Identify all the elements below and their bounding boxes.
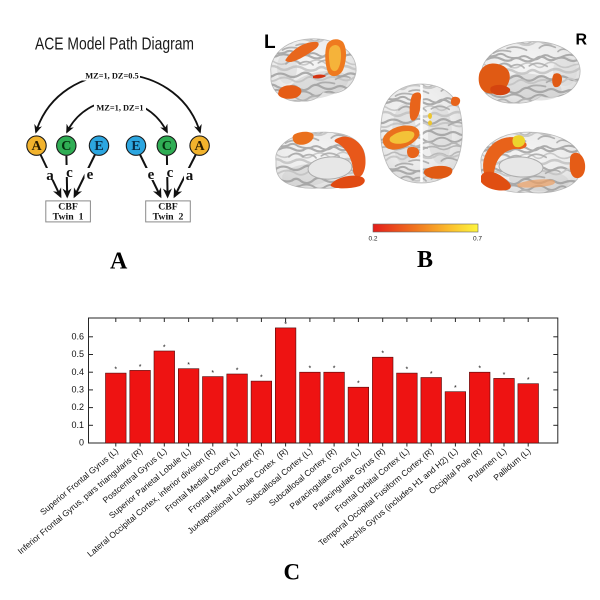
svg-text:MZ=1, DZ=0.5: MZ=1, DZ=0.5 <box>85 72 139 81</box>
svg-text:ACE Model Path Diagram: ACE Model Path Diagram <box>35 34 194 54</box>
svg-text:e: e <box>87 167 94 183</box>
svg-text:C: C <box>284 560 301 585</box>
svg-text:*: * <box>139 364 142 371</box>
svg-text:B: B <box>417 247 433 273</box>
svg-text:*: * <box>284 321 287 328</box>
svg-text:A: A <box>195 139 206 154</box>
svg-text:A: A <box>31 139 42 154</box>
svg-text:a: a <box>186 168 194 184</box>
svg-text:*: * <box>114 367 117 374</box>
svg-text:a: a <box>46 168 54 184</box>
svg-text:0: 0 <box>79 438 84 448</box>
svg-text:CBF: CBF <box>158 202 178 213</box>
svg-text:*: * <box>478 366 481 373</box>
svg-text:0.6: 0.6 <box>71 331 84 341</box>
svg-text:R: R <box>576 32 588 49</box>
svg-text:*: * <box>454 385 457 392</box>
svg-text:*: * <box>357 381 360 388</box>
svg-text:*: * <box>309 366 312 373</box>
svg-text:c: c <box>66 165 73 181</box>
svg-text:C: C <box>162 139 172 154</box>
svg-text:*: * <box>236 368 239 375</box>
svg-text:*: * <box>163 345 166 352</box>
svg-text:*: * <box>527 377 530 384</box>
svg-text:C: C <box>61 139 71 154</box>
svg-text:*: * <box>260 375 263 382</box>
svg-text:0.5: 0.5 <box>71 349 84 359</box>
svg-text:CBF: CBF <box>58 202 78 213</box>
svg-text:A: A <box>110 249 128 275</box>
svg-text:*: * <box>333 366 336 373</box>
svg-text:*: * <box>406 367 409 374</box>
svg-text:*: * <box>381 351 384 358</box>
svg-text:e: e <box>148 167 155 183</box>
svg-text:c: c <box>167 165 174 181</box>
svg-text:0.4: 0.4 <box>71 367 84 377</box>
svg-text:0.2: 0.2 <box>71 402 84 412</box>
svg-text:E: E <box>131 139 140 154</box>
svg-text:E: E <box>94 139 103 154</box>
svg-text:Twin 1: Twin 1 <box>53 211 84 222</box>
svg-text:*: * <box>430 371 433 378</box>
svg-text:0.7: 0.7 <box>473 236 482 243</box>
svg-text:Twin 2: Twin 2 <box>153 211 184 222</box>
svg-text:*: * <box>211 370 214 377</box>
svg-text:0.1: 0.1 <box>71 420 84 430</box>
svg-text:L: L <box>264 32 276 53</box>
svg-text:0.2: 0.2 <box>368 236 377 243</box>
svg-text:*: * <box>187 362 190 369</box>
svg-text:0.3: 0.3 <box>71 385 84 395</box>
svg-text:MZ=1, DZ=1: MZ=1, DZ=1 <box>96 104 143 113</box>
svg-text:*: * <box>503 372 506 379</box>
